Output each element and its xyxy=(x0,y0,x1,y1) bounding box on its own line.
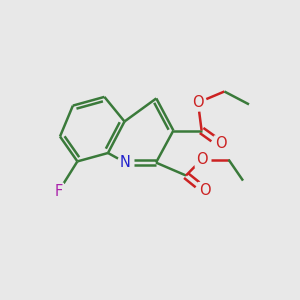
Text: O: O xyxy=(192,95,204,110)
Text: F: F xyxy=(55,184,63,199)
Text: O: O xyxy=(196,152,207,167)
Text: O: O xyxy=(199,183,210,198)
Text: N: N xyxy=(120,155,131,170)
Text: O: O xyxy=(215,136,226,152)
